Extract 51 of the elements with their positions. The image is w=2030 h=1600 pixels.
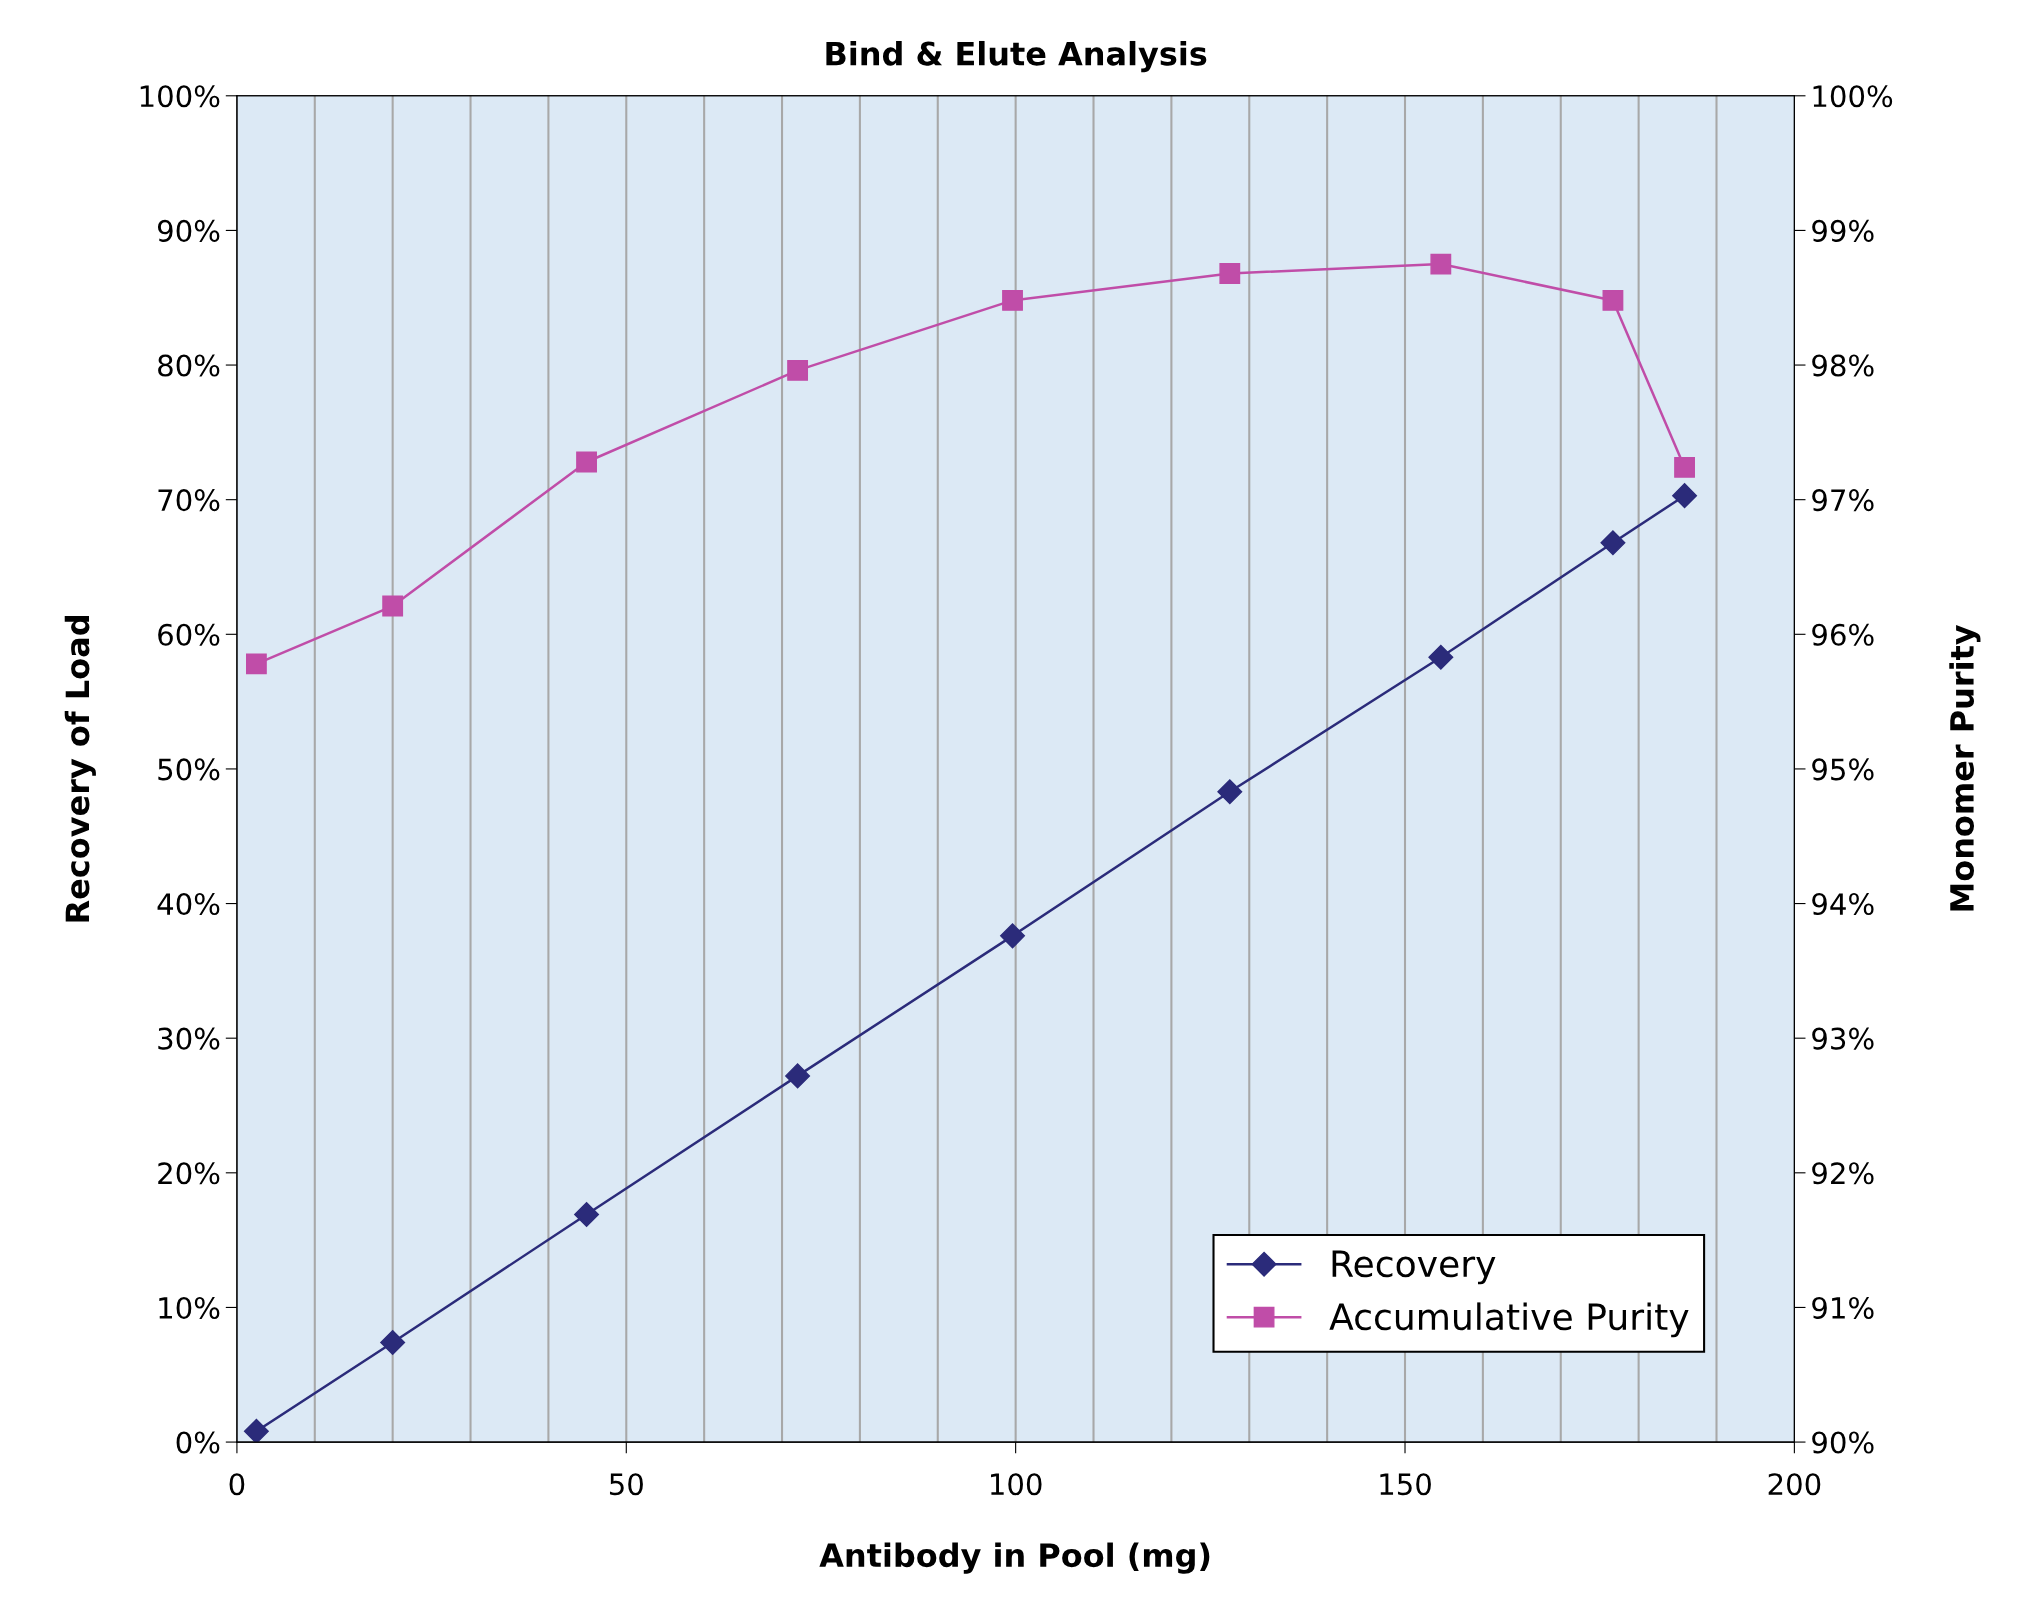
x-tick-label: 0 bbox=[229, 1473, 245, 1496]
point bbox=[1674, 456, 1695, 478]
x-axis-title: Antibody in Pool (mg) bbox=[819, 1542, 1210, 1574]
point bbox=[1428, 644, 1454, 670]
y2-tick-label: 91% bbox=[1812, 1296, 1874, 1319]
point bbox=[787, 360, 809, 381]
y-tick-label: 20% bbox=[158, 1162, 220, 1185]
y-axis-title: Recovery of Load bbox=[64, 616, 96, 922]
y2-tick-label: 92% bbox=[1812, 1162, 1874, 1185]
point bbox=[1000, 923, 1026, 949]
y2-tick-label: 95% bbox=[1812, 758, 1874, 781]
y2-tick-label: 97% bbox=[1812, 489, 1874, 512]
y2-tick-label: 94% bbox=[1812, 892, 1874, 916]
x-tick-label: 200 bbox=[1768, 1473, 1821, 1496]
legend-label: Accumulative Purity bbox=[1329, 1302, 1689, 1338]
chart-title: Bind & Elute Analysis bbox=[826, 40, 1207, 73]
point bbox=[1672, 483, 1698, 509]
y2-tick-label: 99% bbox=[1812, 219, 1874, 242]
point bbox=[1602, 290, 1624, 311]
point bbox=[1219, 263, 1241, 284]
y2-tick-label: 93% bbox=[1812, 1027, 1874, 1050]
point bbox=[380, 1329, 406, 1355]
point bbox=[382, 595, 404, 617]
y-tick-label: 40% bbox=[157, 892, 220, 916]
point bbox=[245, 653, 267, 675]
y-tick-label: 10% bbox=[159, 1296, 220, 1319]
x-tick-label: 100 bbox=[991, 1473, 1042, 1496]
y-tick-label: 100% bbox=[140, 85, 220, 108]
y2-tick-label: 96% bbox=[1812, 623, 1874, 646]
y2-tick-label: 90% bbox=[1812, 1431, 1874, 1454]
x-tick-label: 50 bbox=[609, 1473, 643, 1496]
y2-axis-title: Monomer Purity bbox=[1949, 624, 1981, 911]
y-tick-label: 70% bbox=[158, 489, 220, 512]
y2-tick-label: 98% bbox=[1812, 354, 1874, 377]
y-tick-label: 50% bbox=[158, 758, 220, 781]
x-tick-label: 150 bbox=[1380, 1473, 1431, 1496]
legend-label: Recovery bbox=[1332, 1250, 1496, 1285]
y-tick-label: 60% bbox=[158, 623, 220, 646]
y2-tick-label: 100% bbox=[1813, 85, 1893, 108]
point bbox=[574, 1202, 600, 1228]
point bbox=[576, 451, 597, 473]
point bbox=[1430, 253, 1452, 275]
y-tick-label: 30% bbox=[158, 1027, 220, 1050]
y-tick-label: 80% bbox=[158, 354, 220, 377]
point bbox=[1600, 530, 1626, 556]
point bbox=[1217, 779, 1243, 805]
y-tick-label: 90% bbox=[157, 219, 220, 242]
point bbox=[1002, 290, 1023, 311]
point bbox=[785, 1063, 811, 1089]
point bbox=[243, 1418, 269, 1443]
y-tick-label: 0% bbox=[176, 1431, 220, 1454]
